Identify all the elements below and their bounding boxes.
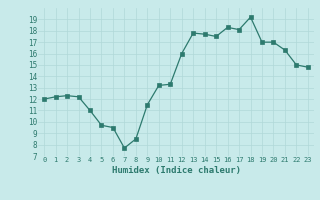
X-axis label: Humidex (Indice chaleur): Humidex (Indice chaleur) — [111, 166, 241, 175]
